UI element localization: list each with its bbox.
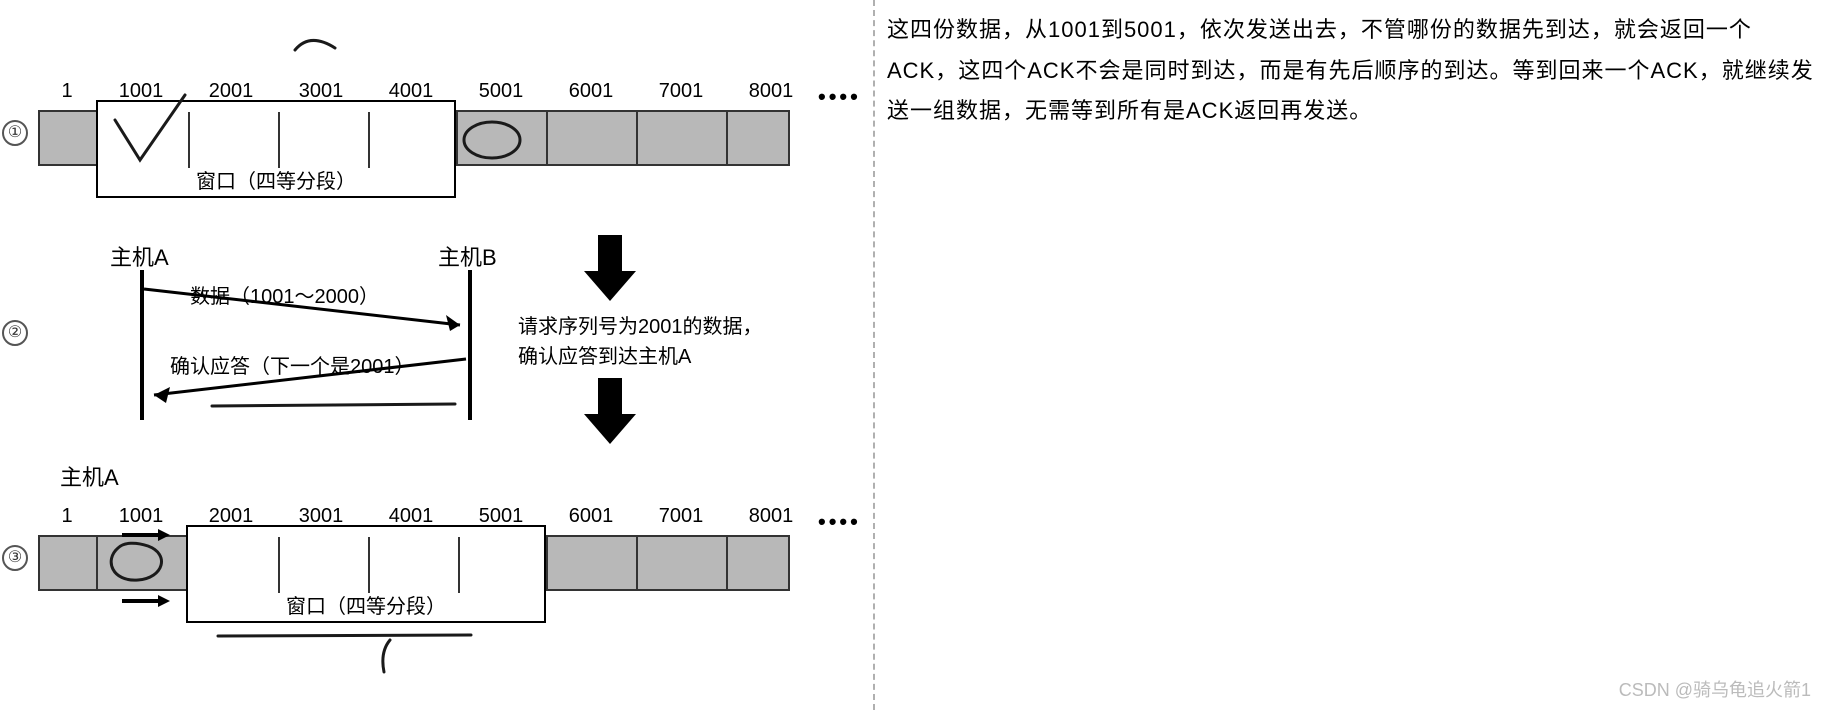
seg-cell [548, 112, 638, 164]
annotation-underline-2 [216, 628, 476, 646]
seq-label: 6001 [546, 505, 636, 528]
seq-label: 7001 [636, 505, 726, 528]
side-line-1: 请求序列号为2001的数据， [518, 316, 763, 338]
host-a-label-2: 主机A [60, 460, 119, 492]
seg-cell [728, 112, 788, 164]
big-arrow-1 [580, 235, 640, 310]
window-caption-2: 窗口（四等分段） [188, 590, 544, 619]
explanation-panel: 这四份数据，从1001到5001，依次发送出去，不管哪份的数据先到达，就会返回一… [873, 0, 1828, 710]
seq-label: 6001 [546, 80, 636, 103]
diagram-panel: ① 1 1001 2001 3001 4001 5001 6001 7001 8… [0, 0, 870, 710]
host-a-label-1: 主机A [110, 240, 169, 272]
annotation-circle-1 [460, 118, 530, 169]
data-arrow [140, 285, 472, 335]
explanation-text: 这四份数据，从1001到5001，依次发送出去，不管哪份的数据先到达，就会返回一… [887, 10, 1816, 132]
seq-label: 5001 [456, 80, 546, 103]
seg-cell [40, 537, 98, 589]
side-text: 请求序列号为2001的数据， 确认应答到达主机A [518, 312, 788, 372]
big-arrow-2 [580, 378, 640, 453]
seg-cell [638, 537, 728, 589]
seq-label: 8001 [726, 505, 816, 528]
annotation-circle-2 [108, 540, 176, 591]
step-badge-3: ③ [2, 545, 28, 571]
seg-cell [728, 537, 788, 589]
host-b-label: 主机B [438, 240, 497, 272]
step-badge-2: ② [2, 320, 28, 346]
seg-cell [638, 112, 728, 164]
seg-cell [548, 537, 638, 589]
seq-label: 1 [38, 80, 96, 103]
side-line-2: 确认应答到达主机A [518, 346, 691, 368]
annotation-hook [370, 638, 410, 683]
seq-label: 7001 [636, 80, 726, 103]
seg-cell [40, 112, 98, 164]
seq-label: 1 [38, 505, 96, 528]
slide-arrow-bottom [120, 594, 170, 613]
annotation-checkmark [110, 110, 180, 170]
step-badge-1: ① [2, 120, 28, 146]
dots-1: •••• [818, 84, 861, 110]
annotation-underline-1 [210, 398, 460, 416]
dots-2: •••• [818, 509, 861, 535]
seq-label: 1001 [96, 505, 186, 528]
annotation-scribble-top [290, 30, 350, 65]
seq-label: 8001 [726, 80, 816, 103]
watermark: CSDN @骑乌龟追火箭1 [1619, 676, 1811, 702]
window-frame-2: 窗口（四等分段） [186, 525, 546, 623]
